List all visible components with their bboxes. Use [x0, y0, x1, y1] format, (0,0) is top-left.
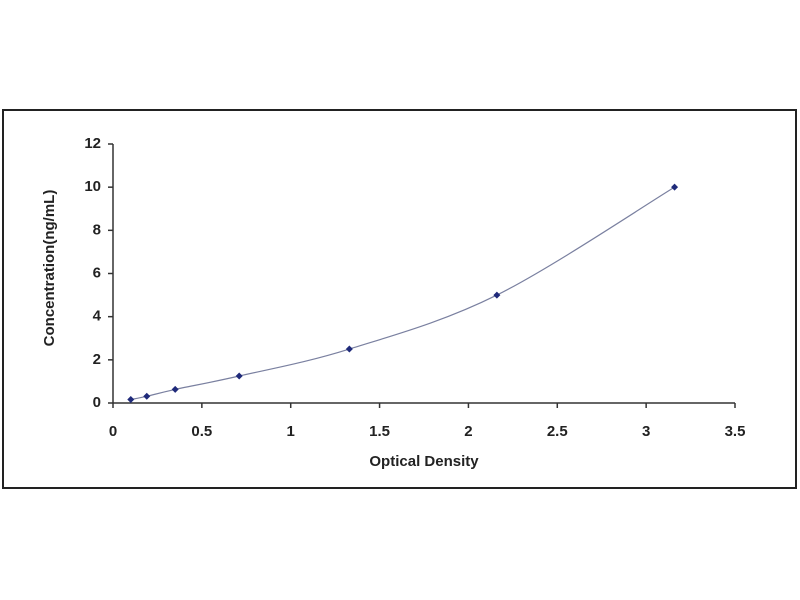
- chart-frame: [2, 109, 797, 489]
- data-point: [171, 385, 179, 393]
- y-tick-label: 10: [84, 178, 101, 195]
- data-point: [235, 372, 243, 380]
- x-tick-label: 1.5: [369, 423, 390, 440]
- y-tick-label: 2: [93, 351, 101, 368]
- y-tick-label: 12: [84, 135, 101, 152]
- x-axis-label: Optical Density: [369, 453, 479, 470]
- data-point: [493, 291, 501, 299]
- y-axis-label: Concentration(ng/mL): [41, 190, 58, 347]
- data-point: [345, 345, 353, 353]
- x-tick-label: 2: [464, 423, 472, 440]
- x-tick-label: 0.5: [191, 423, 212, 440]
- x-tick-label: 2.5: [547, 423, 568, 440]
- data-point: [143, 392, 151, 400]
- y-tick-label: 4: [93, 308, 102, 325]
- y-tick-label: 8: [93, 221, 101, 238]
- x-tick-label: 3: [642, 423, 650, 440]
- y-tick-label: 6: [93, 264, 101, 281]
- y-tick-label: 0: [93, 394, 101, 411]
- data-point: [671, 183, 679, 191]
- x-tick-label: 1: [287, 423, 295, 440]
- x-tick-label: 0: [109, 423, 117, 440]
- fit-curve: [130, 186, 675, 401]
- x-tick-label: 3.5: [725, 423, 746, 440]
- data-point: [127, 396, 135, 404]
